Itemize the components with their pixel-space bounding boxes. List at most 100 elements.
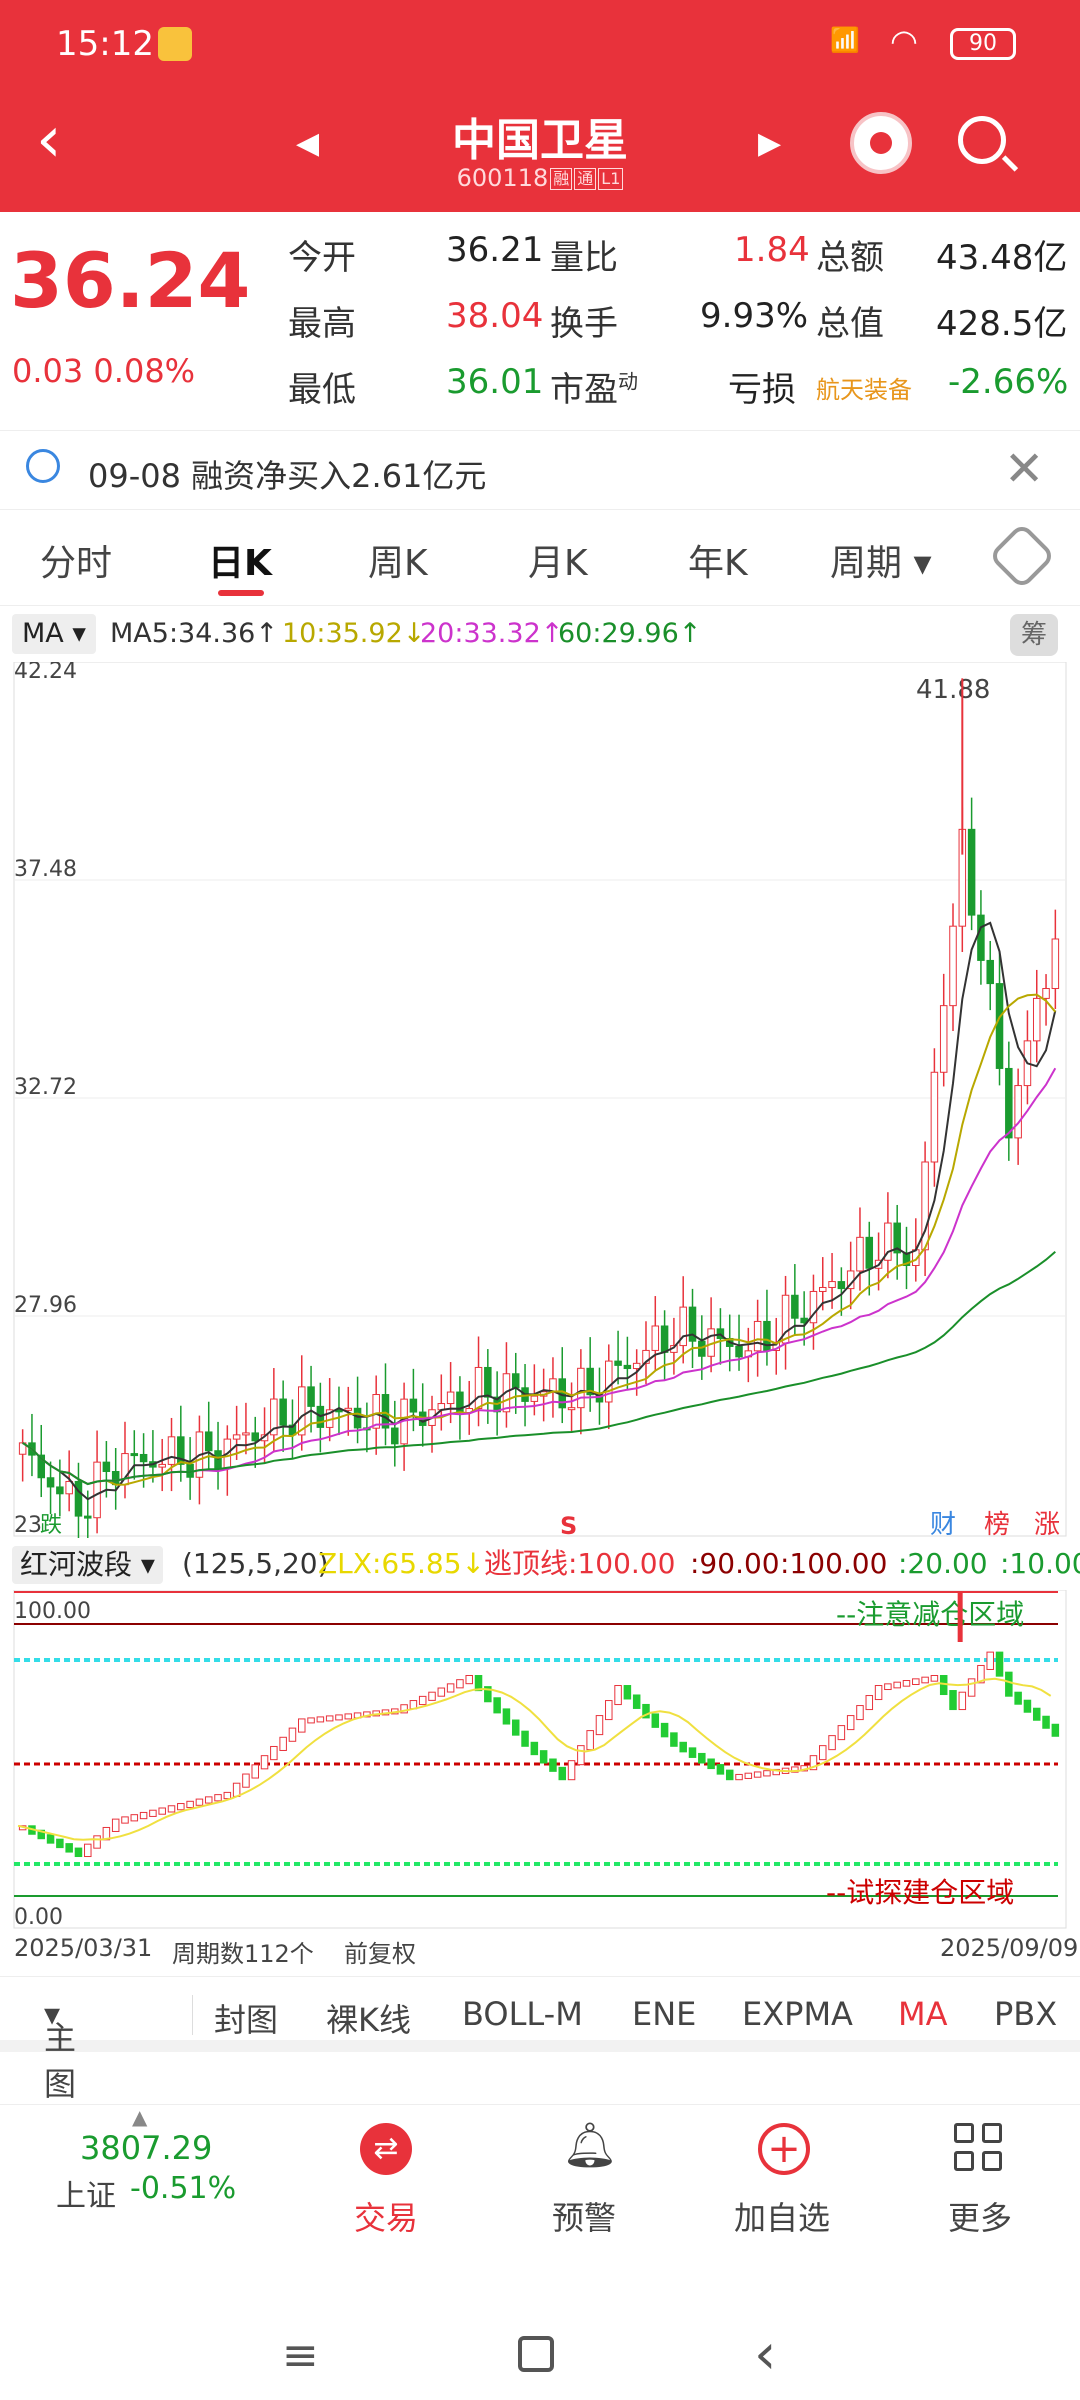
sub-indicator-select[interactable]: 红河波段 ▾ — [12, 1546, 163, 1584]
wave-bar — [763, 1770, 771, 1777]
trade-label[interactable]: 交易 — [353, 2199, 418, 2237]
wave-bar — [744, 1772, 753, 1779]
grid-icon[interactable] — [954, 2123, 1004, 2173]
wave-bar — [65, 1843, 73, 1853]
indicator-fengtu[interactable]: 封图 — [214, 2001, 279, 2039]
period-count: 周期数112个 — [172, 1940, 314, 1968]
settings-icon[interactable] — [988, 522, 1056, 590]
tab-yearly[interactable]: 年K — [688, 543, 748, 584]
menu-icon[interactable]: ≡ — [282, 2330, 319, 2381]
indicator-expma[interactable]: EXPMA — [742, 1995, 853, 2033]
add-icon[interactable]: + — [758, 2123, 810, 2175]
wave-bar — [186, 1800, 194, 1809]
candle-body — [177, 1436, 185, 1465]
limitup-badge[interactable]: 涨 — [1034, 1510, 1061, 1540]
candle-body — [642, 1349, 650, 1364]
candle-body — [130, 1453, 139, 1457]
ma-select[interactable]: MA ▾ — [12, 614, 96, 654]
wave-bar — [1032, 1707, 1041, 1721]
wave-bar — [428, 1691, 436, 1701]
wave-bar — [698, 1752, 706, 1764]
wave-bar — [251, 1764, 259, 1779]
candle-body — [93, 1461, 101, 1519]
bell-icon[interactable]: 🔔︎ — [562, 2120, 618, 2171]
wave-chart[interactable]: 100.00 0.00 --注意减仓区域 --试探建仓区域 — [0, 1589, 1080, 1930]
wave-bar — [456, 1679, 464, 1689]
candle-body — [307, 1386, 315, 1407]
end-date: 2025/09/09 — [940, 1934, 1079, 1962]
search-icon[interactable] — [958, 116, 1006, 164]
escape-signal — [957, 1592, 963, 1642]
candle-body — [391, 1427, 399, 1445]
rank-badge[interactable]: 榜 — [984, 1510, 1011, 1540]
mascot-icon[interactable] — [850, 112, 912, 174]
candle-body — [549, 1378, 557, 1393]
indicator-boll[interactable]: BOLL-M — [462, 1995, 583, 2033]
candle-body — [353, 1407, 362, 1429]
indicator-pbx[interactable]: PBX — [994, 1995, 1058, 2033]
more-label[interactable]: 更多 — [947, 2199, 1012, 2237]
back-icon[interactable]: ‹ — [36, 103, 62, 177]
sub-indicator-legend: 红河波段 ▾ (125,5,20) ZLX:65.85↓ 逃顶线:100.00 … — [0, 1538, 1080, 1590]
indicator-ma[interactable]: MA — [898, 1995, 948, 2033]
tab-intraday[interactable]: 分时 — [40, 543, 113, 584]
candle-body — [298, 1386, 306, 1436]
y-label-4: 27.96 — [14, 1293, 77, 1318]
candle-body — [791, 1294, 799, 1319]
candle-body — [511, 1373, 520, 1389]
kline-chart[interactable]: 42.24 37.48 32.72 27.96 23 41.88 跌 S 财 榜… — [0, 659, 1080, 1543]
trade-icon[interactable]: ⇄ — [360, 2123, 412, 2175]
home-icon[interactable] — [518, 2336, 554, 2372]
candle-body — [586, 1367, 594, 1396]
close-icon[interactable]: ✕ — [1004, 441, 1045, 497]
wave-bar — [307, 1717, 315, 1724]
add-watchlist-label[interactable]: 加自选 — [733, 2199, 830, 2237]
back-nav-icon[interactable]: ‹ — [754, 2322, 777, 2387]
wave-bar — [921, 1676, 929, 1684]
build-zone-label: --试探建仓区域 — [826, 1876, 1014, 1909]
tab-monthly[interactable]: 月K — [528, 543, 588, 584]
tab-daily[interactable]: 日K — [208, 534, 272, 596]
indicator-ene[interactable]: ENE — [632, 1995, 697, 2033]
signal-icon: 📶 — [830, 26, 862, 54]
wave-bar — [828, 1735, 836, 1751]
wave-bar — [884, 1683, 892, 1691]
main-chart-select[interactable]: 主图 ▾ — [44, 1995, 77, 2103]
candle-body — [1032, 997, 1041, 1042]
wave-bar — [502, 1708, 511, 1725]
wave-bar — [270, 1745, 278, 1761]
vol-ratio-value: 1.84 — [734, 230, 810, 270]
ma-legend: MA ▾ MA5:34.36↑ 10:35.92↓ 20:33.32↑ 60:2… — [0, 606, 1080, 662]
wave-bar — [865, 1695, 874, 1711]
alert-label[interactable]: 预警 — [551, 2199, 616, 2237]
chip-button[interactable]: 筹 — [1010, 614, 1058, 656]
candle-body — [939, 1005, 948, 1073]
indicator-luok[interactable]: 裸K线 — [326, 2001, 411, 2039]
price-change: 0.03 0.08% — [12, 352, 196, 390]
next-stock-icon[interactable]: ▶ — [758, 126, 782, 161]
margin-notice[interactable]: 09-08 融资净买入2.61亿元 ✕ — [0, 430, 1080, 510]
low-value: 36.01 — [446, 362, 544, 402]
prev-stock-icon[interactable]: ◀ — [296, 126, 320, 161]
last-price: 36.24 — [10, 236, 251, 325]
candle-body — [595, 1394, 604, 1403]
tab-weekly[interactable]: 周K — [368, 543, 428, 584]
die-marker: 跌 — [40, 1513, 62, 1538]
wave-bar — [707, 1758, 715, 1770]
candle-body — [65, 1480, 73, 1495]
candle-body — [567, 1407, 576, 1411]
wave-bar — [809, 1755, 818, 1771]
candle-body — [251, 1432, 259, 1442]
wave-bar — [130, 1814, 139, 1822]
sector-link[interactable]: 航天装备 — [816, 376, 912, 404]
wave-bar — [260, 1755, 269, 1770]
candle-body — [270, 1398, 278, 1436]
high-price-label: 41.88 — [916, 675, 990, 705]
open-label: 今开 — [288, 238, 356, 278]
expand-arrow-icon[interactable]: ▲ — [132, 2105, 148, 2129]
wave-bar — [837, 1725, 846, 1741]
finance-badge[interactable]: 财 — [930, 1510, 957, 1540]
indicator-bar: 主图 ▾ 封图 裸K线 BOLL-M ENE EXPMA MA PBX — [0, 1976, 1080, 2103]
index-value[interactable]: 3807.29 — [80, 2129, 213, 2167]
tab-period[interactable]: 周期 ▾ — [830, 543, 932, 584]
